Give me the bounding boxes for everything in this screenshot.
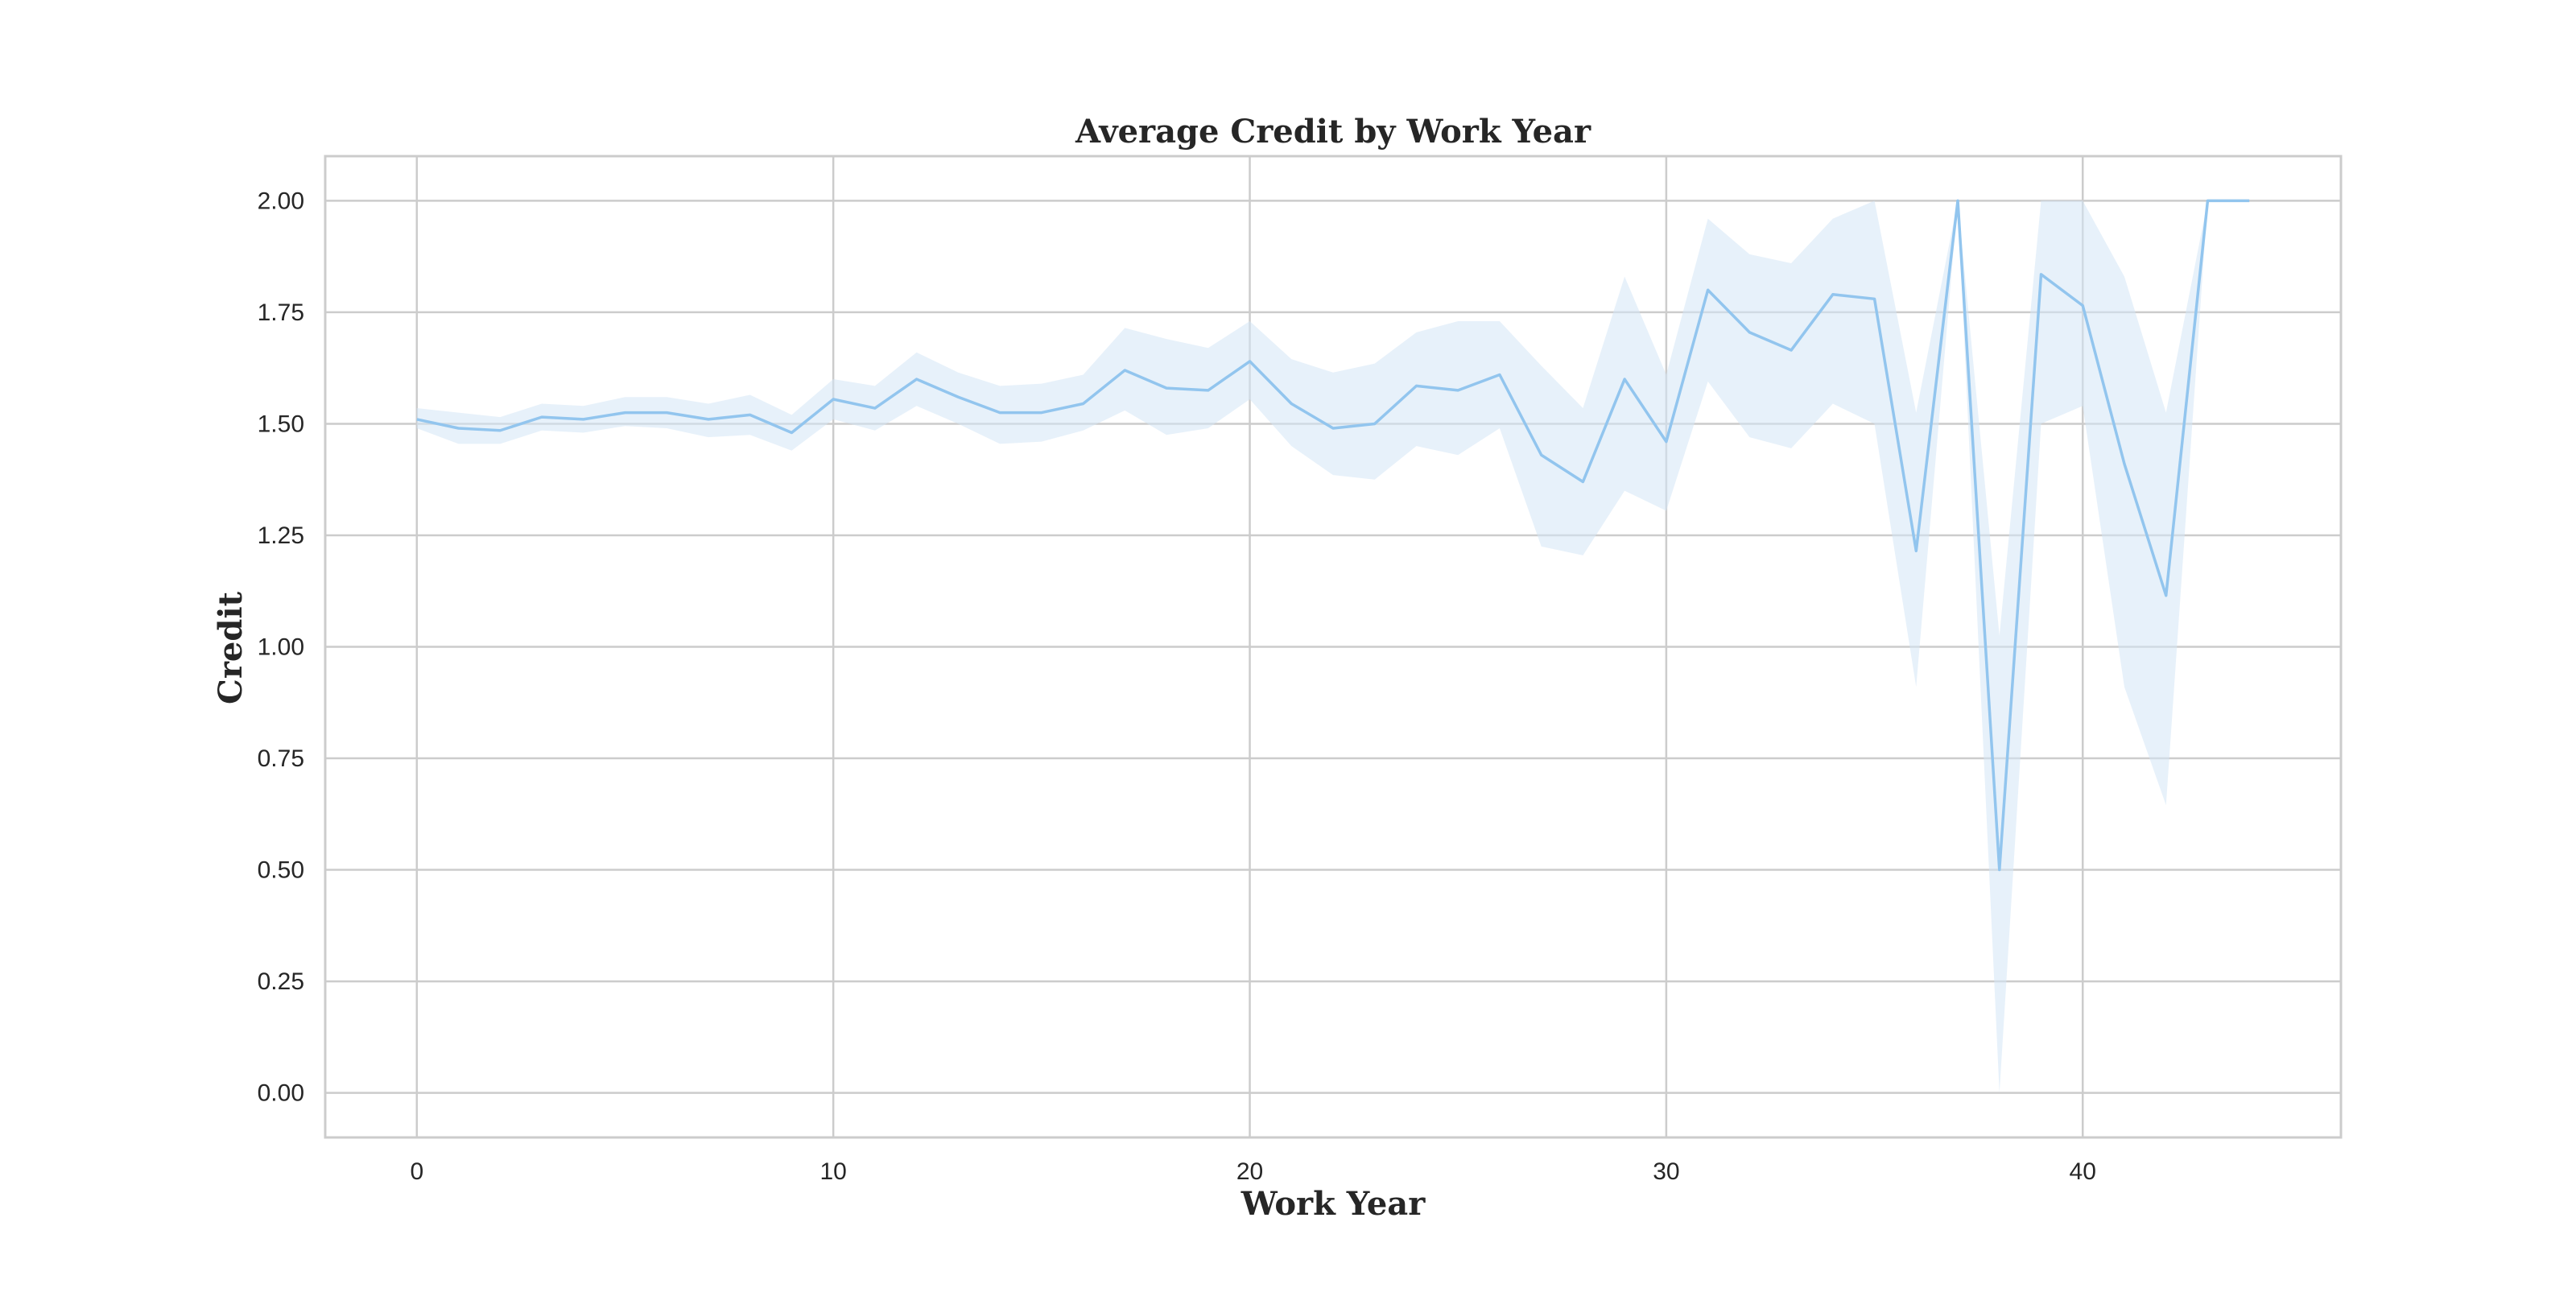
- y-axis-label: Credit: [212, 591, 250, 704]
- x-tick-label: 20: [1236, 1158, 1263, 1185]
- x-tick-label: 0: [410, 1158, 423, 1185]
- y-tick-label: 1.25: [258, 522, 304, 549]
- y-tick-label: 1.75: [258, 299, 304, 326]
- x-axis-ticks: 0 10 20 30 40: [410, 1158, 2095, 1185]
- y-tick-label: 0.75: [258, 745, 304, 772]
- chart-title: Average Credit by Work Year: [1075, 113, 1591, 151]
- y-tick-label: 0.25: [258, 968, 304, 995]
- confidence-band-layer: [416, 200, 2250, 1093]
- y-tick-label: 0.50: [258, 857, 304, 884]
- y-tick-label: 1.00: [258, 634, 304, 661]
- y-tick-label: 0.00: [258, 1080, 304, 1107]
- confidence-band: [416, 200, 2250, 1093]
- x-tick-label: 10: [819, 1158, 846, 1185]
- plot-frame: [324, 155, 2343, 1139]
- x-tick-label: 30: [1653, 1158, 1679, 1185]
- y-tick-label: 1.50: [258, 411, 304, 437]
- y-tick-label: 2.00: [258, 188, 304, 214]
- series-line: [416, 199, 2250, 872]
- x-axis-label: Work Year: [1241, 1185, 1426, 1223]
- x-tick-label: 40: [2070, 1158, 2096, 1185]
- y-axis-ticks: 0.00 0.25 0.50 0.75 1.00 1.25 1.50 1.75 2.00: [258, 188, 304, 1106]
- series-line-layer: [416, 199, 2250, 872]
